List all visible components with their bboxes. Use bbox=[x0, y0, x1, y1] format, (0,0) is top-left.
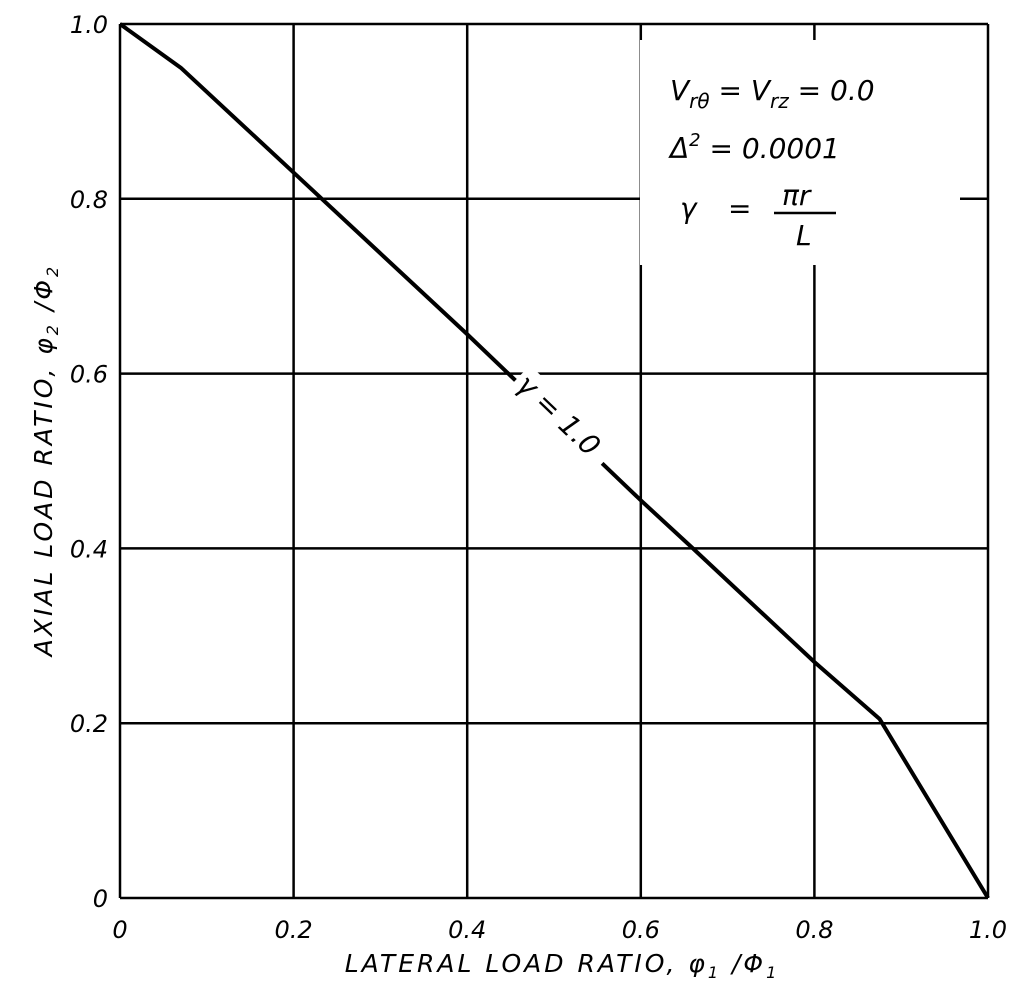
annotation-gamma-denominator: L bbox=[796, 219, 812, 252]
x-tick-label: 0.6 bbox=[622, 916, 660, 944]
grid bbox=[118, 22, 990, 900]
annotation-delta: Δ2 = 0.0001 bbox=[668, 130, 840, 165]
y-tick-label: 1.0 bbox=[70, 11, 108, 39]
y-tick-label: 0.6 bbox=[70, 361, 108, 389]
tick-labels: 0 0.2 0.4 0.6 0.8 1.0 0 0.2 0.4 0.6 0.8 1.0 bbox=[70, 11, 1007, 944]
x-tick-label: 0.2 bbox=[275, 916, 313, 944]
annotation-velocity: Vrθ = Vrz = 0.0 bbox=[670, 74, 875, 113]
series-line bbox=[118, 22, 990, 900]
annotation-background bbox=[640, 40, 960, 265]
x-tick-label: 0.4 bbox=[448, 916, 486, 944]
series-label-background bbox=[506, 365, 617, 473]
y-tick-label: 0.2 bbox=[70, 710, 108, 738]
annotation-gamma-symbol: γ bbox=[680, 192, 698, 225]
y-tick-label: 0.8 bbox=[70, 186, 108, 214]
annotation-gamma-numerator: πr bbox=[782, 179, 812, 212]
y-tick-label: 0 bbox=[93, 885, 108, 913]
legend-block: Vrθ = Vrz = 0.0 Δ2 = 0.0001 γ = πr L bbox=[668, 74, 875, 252]
x-tick-label: 0 bbox=[112, 916, 127, 944]
x-axis-label: LATERAL LOAD RATIO, φ1 /Φ1 bbox=[345, 949, 780, 982]
x-tick-label: 0.8 bbox=[795, 916, 833, 944]
y-axis-label: AXIAL LOAD RATIO, φ2 /Φ2 bbox=[29, 264, 62, 659]
y-tick-label: 0.4 bbox=[70, 535, 108, 563]
x-tick-label: 1.0 bbox=[969, 916, 1007, 944]
annotation-equals: = bbox=[728, 192, 751, 225]
series-label: γ = 1.0 bbox=[510, 368, 607, 463]
